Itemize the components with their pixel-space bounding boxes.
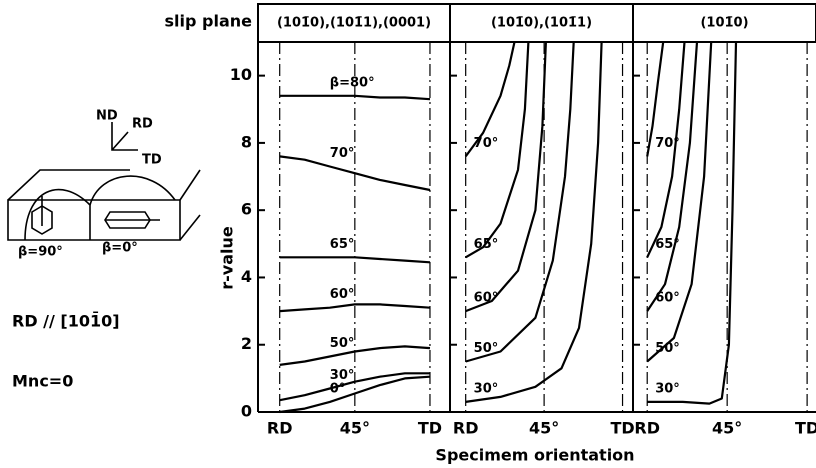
curve-label: 60° bbox=[330, 287, 355, 302]
y-tick-label: 0 bbox=[241, 402, 252, 421]
curve bbox=[279, 375, 431, 414]
beta-90: β=90° bbox=[18, 245, 63, 260]
axis-nd: ND bbox=[96, 109, 118, 124]
curve-label: 50° bbox=[474, 341, 499, 356]
curve-label: 50° bbox=[655, 341, 680, 356]
curve-label: 70° bbox=[330, 146, 355, 161]
x-tick-label: RD bbox=[634, 419, 660, 438]
curve-label: β=80° bbox=[330, 75, 375, 90]
curve bbox=[465, 41, 530, 259]
curve-label: 65° bbox=[474, 237, 499, 252]
curve bbox=[464, 41, 516, 158]
panel-title: (101̄0),(101̄1) bbox=[491, 16, 592, 31]
curve-label: 60° bbox=[655, 291, 680, 306]
curve bbox=[465, 41, 575, 363]
curve-label: 30° bbox=[330, 368, 355, 383]
y-axis-label: r-value bbox=[218, 226, 237, 290]
curve-label: 70° bbox=[655, 136, 680, 151]
axis-td: TD bbox=[142, 153, 162, 168]
beta-0: β=0° bbox=[102, 241, 138, 256]
curve-label: 50° bbox=[330, 336, 355, 351]
rd-note: RD // [101̄0] bbox=[12, 311, 120, 331]
curve-label: 60° bbox=[474, 291, 499, 306]
y-tick-label: 4 bbox=[241, 267, 252, 286]
x-tick-label: TD bbox=[418, 419, 442, 438]
curve bbox=[279, 94, 431, 101]
panel-title: (101̄0) bbox=[700, 16, 748, 31]
x-tick-label: 45° bbox=[712, 419, 742, 438]
y-tick-label: 10 bbox=[230, 65, 252, 84]
x-tick-label: RD bbox=[267, 419, 293, 438]
x-tick-label: 45° bbox=[340, 419, 370, 438]
curve-label: 65° bbox=[330, 237, 355, 252]
x-tick-label: RD bbox=[453, 419, 479, 438]
header-label: slip plane bbox=[165, 12, 253, 31]
curve bbox=[646, 41, 665, 157]
curve-label: 30° bbox=[474, 381, 499, 396]
curve bbox=[465, 41, 547, 313]
curve-label: 30° bbox=[655, 381, 680, 396]
curve bbox=[465, 41, 603, 403]
header-cell bbox=[632, 3, 816, 43]
curve bbox=[279, 256, 431, 264]
curve bbox=[646, 41, 699, 312]
curve bbox=[647, 41, 738, 405]
curve-label: 0° bbox=[330, 381, 346, 396]
condition: Mnc=0 bbox=[12, 372, 73, 391]
axis-rd: RD bbox=[132, 117, 153, 132]
curve-label: 70° bbox=[474, 136, 499, 151]
curve bbox=[279, 345, 431, 366]
panel-title: (101̄0),(101̄1),(0001) bbox=[277, 16, 431, 31]
x-axis-label: Specimem orientation bbox=[435, 446, 634, 465]
schematic bbox=[7, 122, 201, 241]
curve bbox=[646, 41, 713, 363]
curve bbox=[279, 155, 431, 192]
y-tick-label: 6 bbox=[241, 200, 252, 219]
y-tick-label: 8 bbox=[241, 132, 252, 151]
curve bbox=[646, 41, 686, 258]
y-tick-label: 2 bbox=[241, 334, 252, 353]
curve bbox=[279, 303, 431, 313]
x-tick-label: TD bbox=[795, 419, 816, 438]
curve bbox=[279, 372, 430, 402]
x-tick-label: 45° bbox=[529, 419, 559, 438]
x-tick-label: TD bbox=[610, 419, 634, 438]
